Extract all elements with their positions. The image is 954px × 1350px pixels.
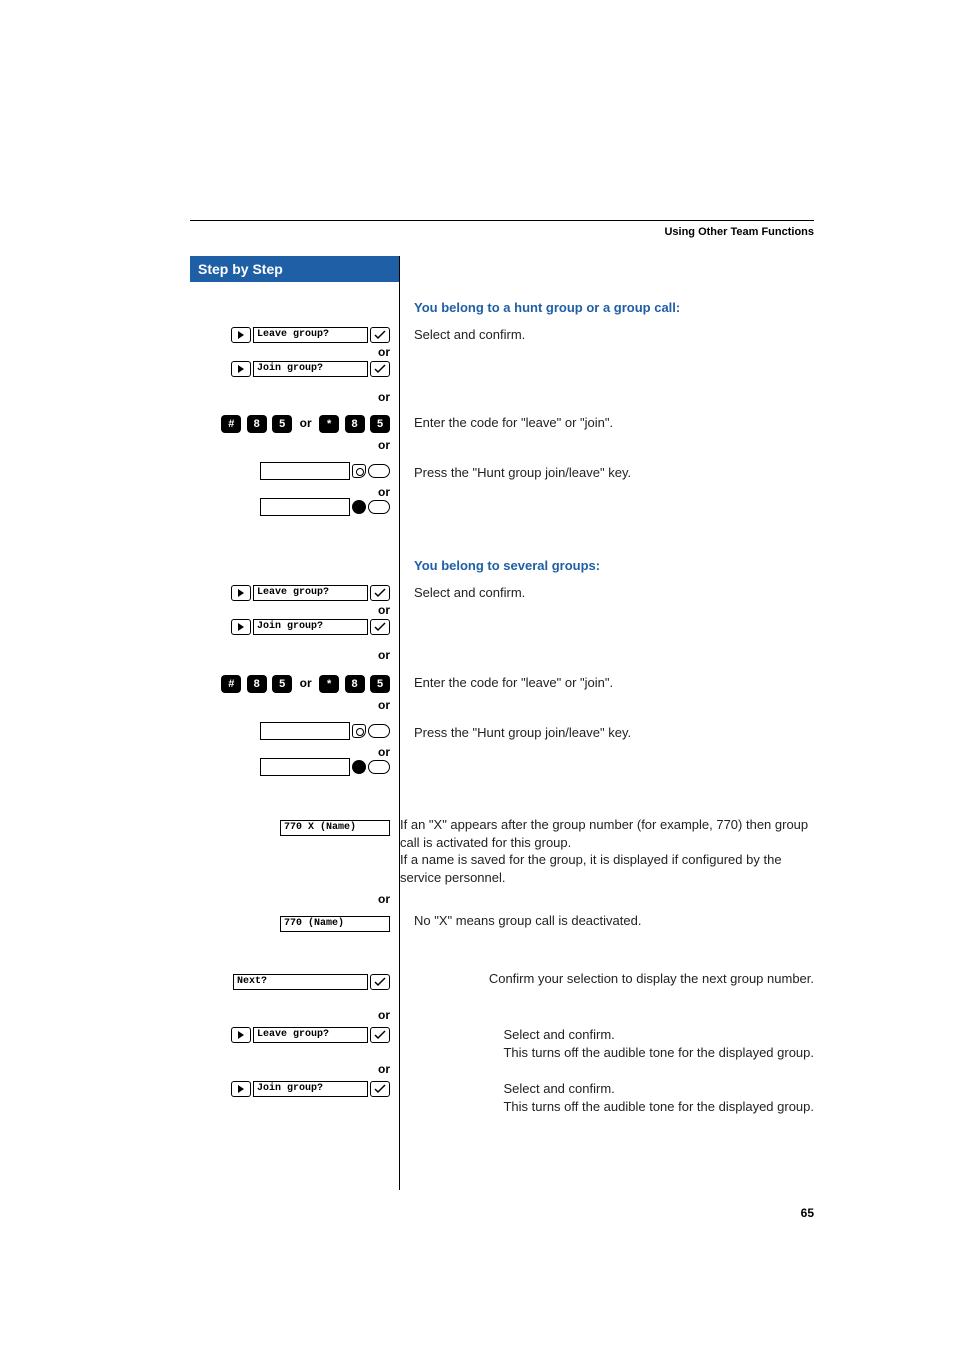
subheading-huntgroup: You belong to a hunt group or a group ca… [414,300,680,315]
key-rect [260,462,350,480]
confirm-icon [370,619,390,635]
oval-button-icon [368,760,390,774]
display-leave-group: Leave group? [253,585,368,601]
key-rect [260,498,350,516]
press-key-text: Press the "Hunt group join/leave" key. [414,724,631,742]
function-key-row [260,722,390,740]
join-group-option: Join group? [231,360,390,378]
page-number: 65 [801,1206,814,1220]
function-key-row [260,462,390,480]
or-label: or [190,648,390,662]
join-desc-text: Select and confirm. This turns off the a… [503,1080,814,1115]
eight-key: 8 [247,675,267,693]
or-label: or [190,1008,390,1022]
eight-key: 8 [345,675,365,693]
top-rule [190,220,814,221]
or-label: or [190,390,390,404]
select-icon [231,585,251,601]
confirm-icon [370,1027,390,1043]
display-next: Next? [233,974,368,990]
function-key-row [260,758,390,776]
leave-desc-text: Select and confirm. This turns off the a… [503,1026,814,1061]
confirm-icon [370,1081,390,1097]
leave-group-option: Leave group? [231,326,390,344]
select-icon [231,1027,251,1043]
star-key: * [319,415,339,433]
select-confirm-text: Select and confirm. [414,326,525,344]
five-key: 5 [272,675,292,693]
display-leave-group: Leave group? [253,327,368,343]
or-label: or [190,603,390,617]
five-key: 5 [370,415,390,433]
code-sequence: # 8 5 or * 8 5 [190,414,390,433]
select-icon [231,327,251,343]
enter-code-text: Enter the code for "leave" or "join". [414,414,613,432]
enter-code-text: Enter the code for "leave" or "join". [414,674,613,692]
select-confirm-text: Select and confirm. [414,584,525,602]
step-by-step-header: Step by Step [190,256,399,282]
select-icon [231,1081,251,1097]
eight-key: 8 [345,415,365,433]
display-join-group: Join group? [253,1081,368,1097]
oval-button-icon [368,500,390,514]
oval-button-icon [368,724,390,738]
confirm-icon [370,585,390,601]
led-off-icon [352,500,366,514]
confirm-icon [370,327,390,343]
or-label: or [190,485,390,499]
next-option: Next? [233,973,390,991]
star-key: * [319,675,339,693]
eight-key: 8 [247,415,267,433]
led-on-icon [352,724,366,738]
leave-group-option: Leave group? [231,584,390,602]
select-icon [231,361,251,377]
key-rect [260,722,350,740]
description-column: You belong to a hunt group or a group ca… [400,256,814,1190]
display-join-group: Join group? [253,361,368,377]
or-label: or [190,892,390,906]
key-rect [260,758,350,776]
leave-group-option: Leave group? [231,1026,390,1044]
join-group-option: Join group? [231,1080,390,1098]
led-off-icon [352,760,366,774]
display-770-x: 770 X (Name) [280,820,390,836]
press-key-text: Press the "Hunt group join/leave" key. [414,464,631,482]
or-inline: or [300,416,312,430]
five-key: 5 [370,675,390,693]
oval-button-icon [368,464,390,478]
or-label: or [190,438,390,452]
no-x-text: No "X" means group call is deactivated. [414,912,641,930]
join-group-option: Join group? [231,618,390,636]
display-770: 770 (Name) [280,916,390,932]
select-icon [231,619,251,635]
display-leave-group: Leave group? [253,1027,368,1043]
confirm-icon [370,974,390,990]
section-header: Using Other Team Functions [664,226,814,238]
confirm-icon [370,361,390,377]
display-join-group: Join group? [253,619,368,635]
function-key-row [260,498,390,516]
x-appears-text: If an "X" appears after the group number… [400,816,814,886]
or-label: or [190,698,390,712]
or-inline: or [300,676,312,690]
code-sequence: # 8 5 or * 8 5 [190,674,390,693]
or-label: or [190,745,390,759]
step-column: Step by Step Leave group? or Join group?… [190,256,400,1190]
hash-key: # [221,415,241,433]
confirm-next-text: Confirm your selection to display the ne… [489,970,814,988]
hash-key: # [221,675,241,693]
or-label: or [190,345,390,359]
five-key: 5 [272,415,292,433]
subheading-several: You belong to several groups: [414,558,600,573]
led-on-icon [352,464,366,478]
or-label: or [190,1062,390,1076]
